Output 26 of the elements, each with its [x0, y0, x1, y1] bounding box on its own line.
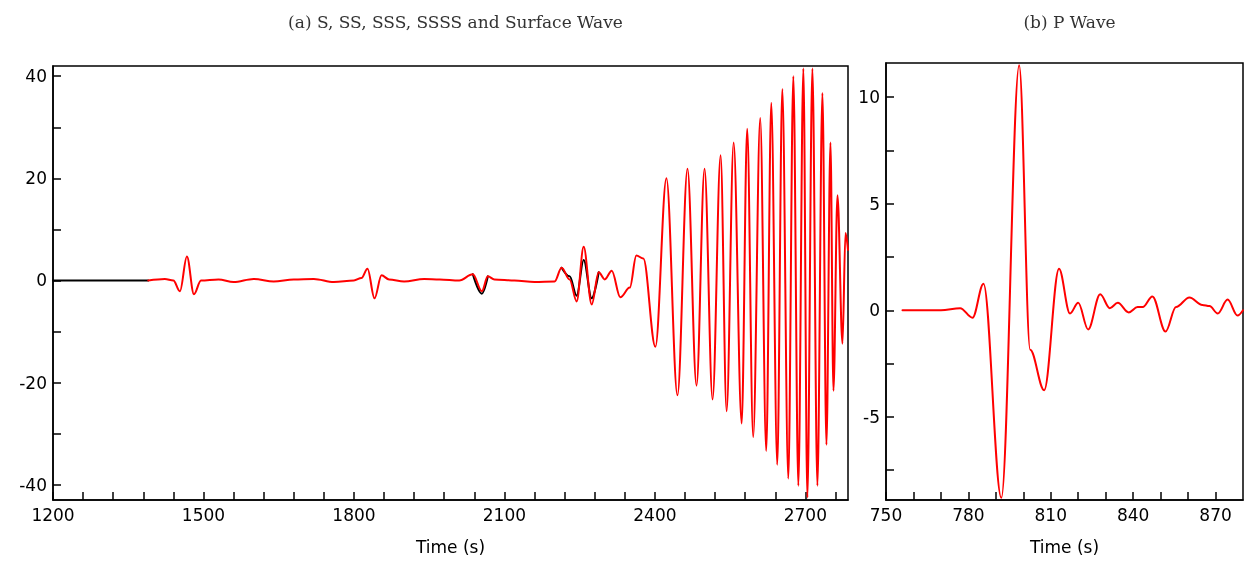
y-tick-label: 40	[25, 66, 47, 87]
x-tick-label: 840	[1116, 504, 1150, 525]
y-tick-label: 0	[36, 270, 47, 291]
x-tick-label: 1500	[181, 504, 226, 525]
x-tick-label: 750	[869, 504, 903, 525]
line-series	[147, 67, 849, 499]
line-series	[901, 64, 1244, 499]
chart-title: (b) P Wave	[1023, 11, 1116, 32]
x-tick-label: 780	[952, 504, 985, 525]
chart-title: (a) S, SS, SSS, SSSS and Surface Wave	[288, 11, 623, 32]
y-tick-label: -5	[863, 406, 880, 427]
x-tick-label: 1200	[31, 504, 75, 525]
x-tick-label: 870	[1199, 504, 1232, 525]
x-tick-label: 810	[1034, 504, 1067, 525]
y-tick-label: 10	[858, 87, 880, 108]
y-tick-label: 5	[869, 193, 880, 214]
x-tick-label: 2700	[783, 504, 827, 525]
y-tick-label: -40	[19, 474, 47, 495]
y-tick-label: 0	[869, 300, 880, 321]
x-axis-title: Time (s)	[1028, 536, 1100, 557]
x-axis-title: Time (s)	[414, 536, 486, 557]
y-tick-label: 20	[25, 168, 47, 189]
y-tick-label: -20	[19, 372, 47, 393]
x-tick-label: 2100	[482, 504, 527, 525]
x-tick-label: 2400	[633, 504, 677, 525]
x-tick-label: 1800	[332, 504, 376, 525]
